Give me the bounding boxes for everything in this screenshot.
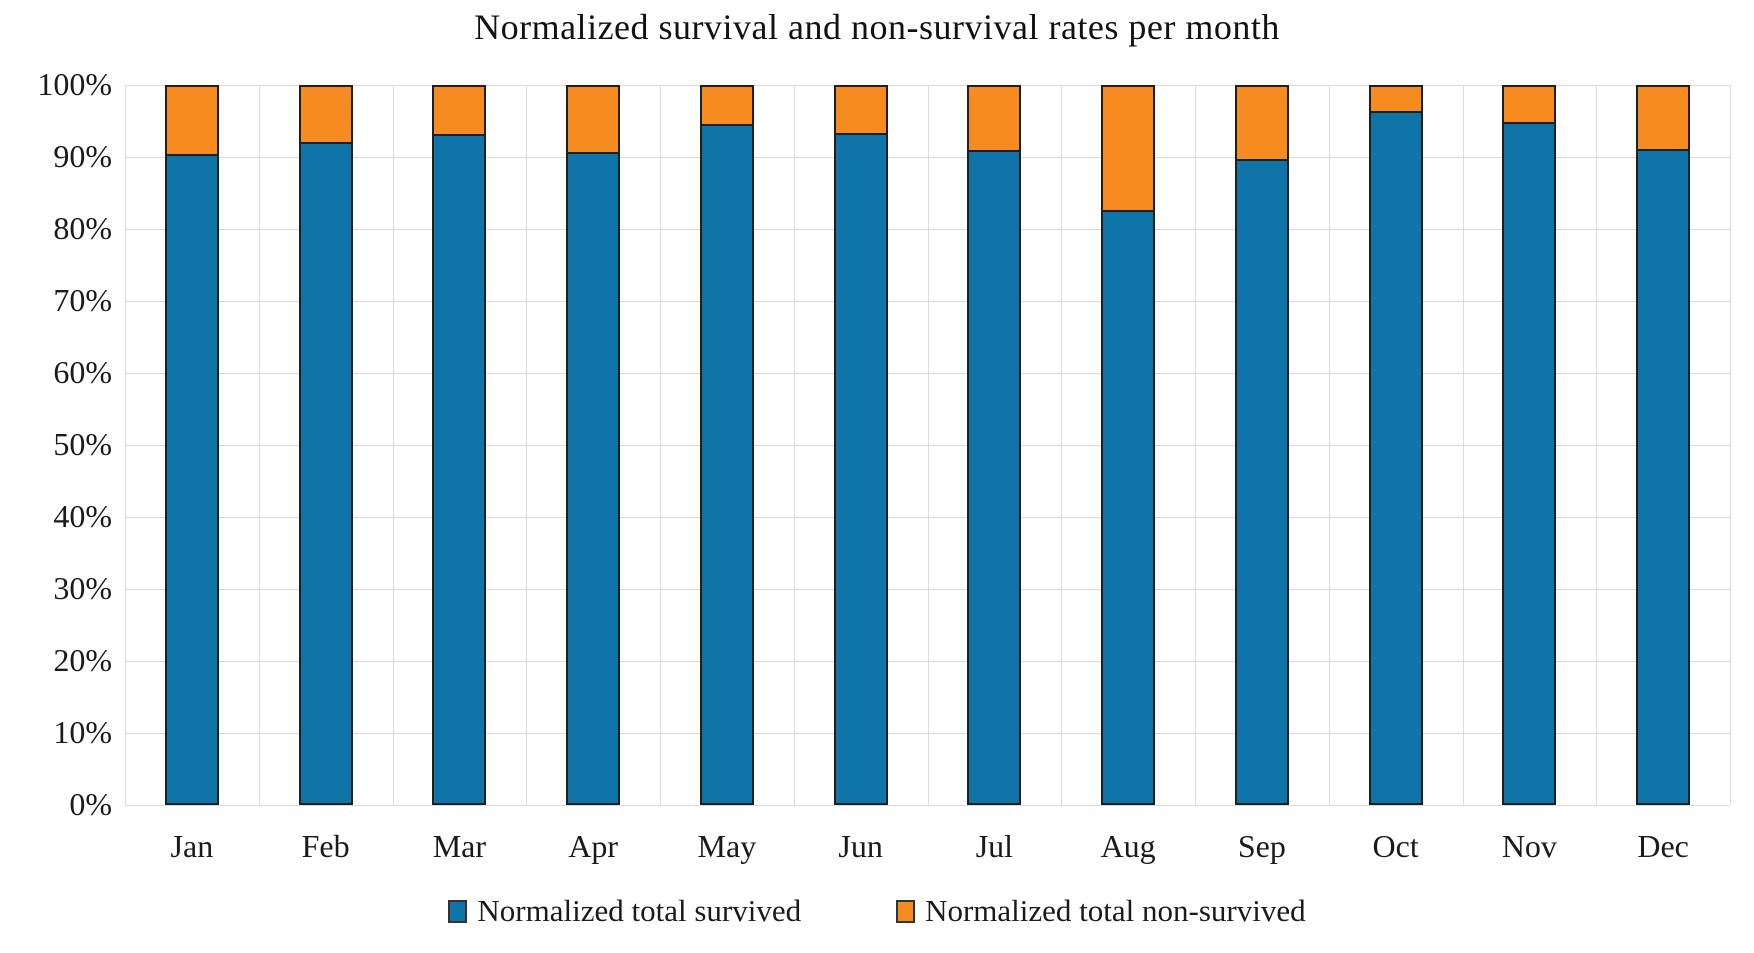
- stacked-bar-apr: [566, 85, 621, 805]
- legend-item-normalized-total-survived: Normalized total survived: [448, 893, 801, 929]
- bar-segment-normalized-total-survived-may: [701, 126, 752, 803]
- y-axis-labels: 0% 10% 20% 30% 40% 50% 60% 70% 80% 90% 100%: [0, 66, 112, 822]
- bar-cell-oct: [1329, 85, 1463, 805]
- vertical-gridline: [1061, 85, 1063, 805]
- stacked-bar-jan: [164, 85, 219, 805]
- stacked-bar-may: [699, 85, 754, 805]
- bar-segment-normalized-total-non-survived-apr: [568, 87, 619, 155]
- bar-segment-normalized-total-non-survived-jun: [835, 87, 886, 135]
- bar-cell-mar: [393, 85, 527, 805]
- bar-segment-normalized-total-survived-jun: [835, 134, 886, 803]
- y-tick-label: 100%: [37, 65, 112, 102]
- stacked-bar-nov: [1502, 85, 1557, 805]
- bar-segment-normalized-total-non-survived-sep: [1236, 87, 1287, 161]
- plot-area: [125, 85, 1731, 806]
- x-tick-label-mar: Mar: [432, 828, 487, 864]
- vertical-gridline: [1462, 85, 1464, 805]
- vertical-gridline: [392, 85, 394, 805]
- bar-segment-normalized-total-non-survived-feb: [300, 87, 351, 145]
- y-tick-label: 80%: [53, 209, 112, 246]
- bar-cell-jul: [928, 85, 1062, 805]
- vertical-gridline: [1328, 85, 1330, 805]
- stacked-bar-sep: [1234, 85, 1289, 805]
- stacked-bar-jul: [967, 85, 1022, 805]
- vertical-gridline: [1596, 85, 1598, 805]
- chart-title: Normalized survival and non-survival rat…: [474, 7, 1280, 47]
- vertical-gridline: [927, 85, 929, 805]
- y-tick-label: 90%: [53, 137, 112, 174]
- x-tick-label-dec: Dec: [1637, 828, 1689, 864]
- bar-segment-normalized-total-non-survived-oct: [1370, 87, 1421, 113]
- bar-segment-normalized-total-survived-mar: [434, 136, 485, 803]
- bar-cell-aug: [1061, 85, 1195, 805]
- y-tick-label: 60%: [53, 353, 112, 390]
- legend-item-normalized-total-non-survived: Normalized total non-survived: [896, 893, 1306, 929]
- horizontal-gridline: [125, 805, 1730, 806]
- stacked-bar-mar: [432, 85, 487, 805]
- x-axis-labels: Jan Feb Mar Apr May Jun Jul Aug Sep Oct Nov Dec: [125, 828, 1730, 874]
- bar-cell-apr: [526, 85, 660, 805]
- stacked-bar-oct: [1368, 85, 1423, 805]
- bar-segment-normalized-total-survived-apr: [568, 154, 619, 803]
- bar-cell-jun: [794, 85, 928, 805]
- x-tick-label-aug: Aug: [1100, 828, 1156, 864]
- x-tick-label-jun: Jun: [838, 828, 883, 864]
- bar-segment-normalized-total-non-survived-mar: [434, 87, 485, 137]
- vertical-gridline: [660, 85, 661, 805]
- x-tick-label-jan: Jan: [170, 828, 214, 864]
- vertical-gridline: [1195, 85, 1196, 805]
- y-tick-label: 70%: [53, 281, 112, 318]
- vertical-gridline: [526, 85, 528, 805]
- y-tick-label: 30%: [53, 569, 112, 606]
- legend-label: Normalized total survived: [477, 893, 802, 928]
- legend-swatch-icon: [896, 899, 916, 923]
- vertical-gridline: [125, 85, 126, 805]
- bar-segment-normalized-total-non-survived-nov: [1504, 87, 1555, 125]
- bar-segment-normalized-total-non-survived-jan: [166, 87, 217, 157]
- x-tick-label-feb: Feb: [301, 828, 350, 864]
- y-tick-label: 50%: [53, 425, 112, 462]
- vertical-gridline: [258, 85, 260, 805]
- stacked-bar-dec: [1636, 85, 1691, 805]
- x-tick-label-may: May: [697, 828, 757, 864]
- bar-cell-nov: [1463, 85, 1597, 805]
- x-tick-label-nov: Nov: [1501, 828, 1557, 864]
- x-tick-label-jul: Jul: [975, 828, 1014, 864]
- bar-segment-normalized-total-non-survived-dec: [1638, 87, 1689, 152]
- bar-segment-normalized-total-survived-oct: [1370, 112, 1421, 803]
- x-tick-label-sep: Sep: [1237, 828, 1286, 864]
- bar-segment-normalized-total-non-survived-aug: [1103, 87, 1154, 212]
- bar-cell-jan: [125, 85, 259, 805]
- bar-segment-normalized-total-survived-jan: [166, 156, 217, 803]
- bar-segment-normalized-total-survived-aug: [1103, 211, 1154, 803]
- bar-cell-feb: [259, 85, 393, 805]
- stacked-bar-aug: [1101, 85, 1156, 805]
- bar-segment-normalized-total-survived-dec: [1638, 151, 1689, 803]
- stacked-bar-jun: [833, 85, 888, 805]
- vertical-gridline: [793, 85, 795, 805]
- vertical-gridline: [1730, 85, 1731, 805]
- bar-segment-normalized-total-survived-feb: [300, 144, 351, 803]
- bar-cell-may: [660, 85, 794, 805]
- legend: Normalized total survived Normalized tota…: [0, 893, 1754, 929]
- x-tick-label-apr: Apr: [568, 828, 618, 864]
- bar-segment-normalized-total-survived-sep: [1236, 160, 1287, 803]
- y-tick-label: 0%: [69, 785, 112, 822]
- bar-segment-normalized-total-non-survived-jul: [969, 87, 1020, 153]
- bar-segment-normalized-total-survived-nov: [1504, 124, 1555, 803]
- y-tick-label: 40%: [53, 497, 112, 534]
- legend-swatch-icon: [448, 899, 468, 923]
- stacked-bar-feb: [298, 85, 353, 805]
- x-tick-label-oct: Oct: [1372, 828, 1419, 864]
- bar-segment-normalized-total-non-survived-may: [701, 87, 752, 127]
- y-tick-label: 10%: [53, 713, 112, 750]
- bar-cell-sep: [1195, 85, 1329, 805]
- legend-label: Normalized total non-survived: [925, 893, 1306, 928]
- y-tick-label: 20%: [53, 641, 112, 678]
- bar-segment-normalized-total-survived-jul: [969, 152, 1020, 803]
- bar-cell-dec: [1596, 85, 1730, 805]
